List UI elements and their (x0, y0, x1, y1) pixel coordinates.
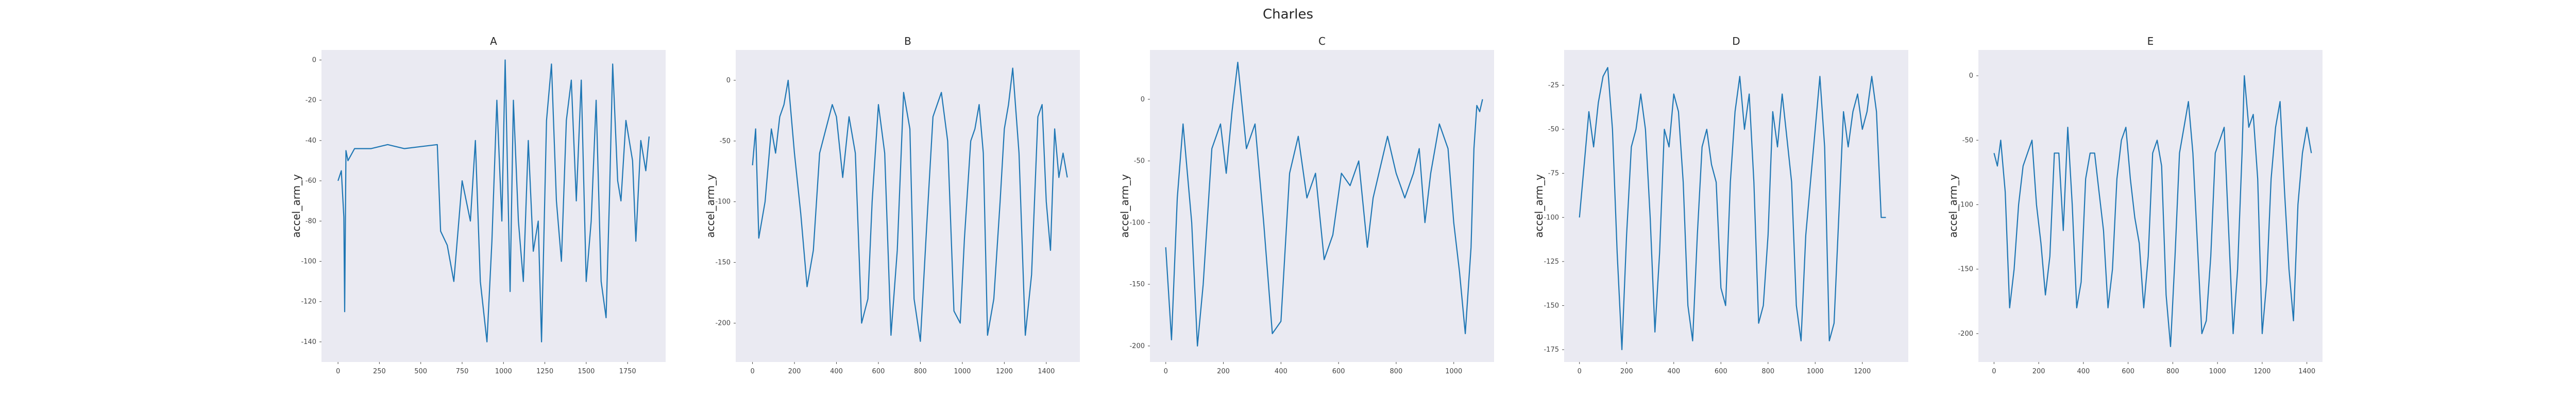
x-tick-label: 600 (872, 368, 885, 375)
x-tick-label: 200 (1620, 368, 1633, 375)
y-tick-label: -150 (715, 259, 731, 267)
y-tick-label: -175 (1544, 346, 1559, 354)
x-tick-label: 1400 (1038, 368, 1055, 375)
axes-background (736, 50, 1080, 362)
y-tick-label: -200 (715, 320, 731, 327)
x-tick-label: 1000 (1445, 368, 1462, 375)
series-line (1165, 61, 1483, 347)
y-tick-label: -50 (720, 137, 731, 145)
y-tick-label: -50 (1962, 136, 1973, 144)
series-line (752, 67, 1068, 342)
x-tick-label: 800 (1390, 368, 1403, 375)
x-tick-label: 0 (1992, 368, 1996, 375)
x-tick-label: 1000 (1807, 368, 1824, 375)
x-tick-label: 0 (1578, 368, 1582, 375)
y-tick-label: -60 (306, 177, 316, 185)
y-tick-label: -100 (1958, 201, 1973, 209)
x-tick-label: 0 (750, 368, 754, 375)
x-tick-label: 400 (1667, 368, 1680, 375)
x-tick-label: 400 (2077, 368, 2090, 375)
y-axis-label: accel_arm_y (704, 174, 717, 238)
x-tick-label: 500 (414, 368, 427, 375)
x-tick-label: 1200 (996, 368, 1013, 375)
y-tick-label: -100 (1544, 214, 1559, 221)
x-tick-label: 0 (1164, 368, 1168, 375)
subplot-title: C (1318, 35, 1326, 47)
x-tick-label: 800 (1761, 368, 1774, 375)
x-tick-label: 1000 (2209, 368, 2226, 375)
x-tick-label: 1200 (1854, 368, 1871, 375)
y-tick-label: -120 (301, 298, 316, 306)
x-tick-label: 600 (2122, 368, 2134, 375)
y-axis-label: accel_arm_y (1118, 174, 1131, 238)
subplot-title: B (904, 35, 911, 47)
y-tick-label: -80 (306, 217, 316, 225)
subplot-title: E (2147, 35, 2154, 47)
x-tick-label: 1250 (536, 368, 553, 375)
x-tick-label: 1000 (954, 368, 971, 375)
y-tick-label: -150 (1958, 266, 1973, 273)
subplot-title: A (490, 35, 497, 47)
x-tick-label: 750 (456, 368, 469, 375)
axes-background (1150, 50, 1494, 362)
y-tick-label: 0 (1141, 96, 1145, 104)
y-axis-label: accel_arm_y (1947, 174, 1959, 238)
x-tick-label: 250 (373, 368, 386, 375)
y-tick-label: -25 (1548, 81, 1559, 89)
x-tick-label: 800 (2166, 368, 2179, 375)
y-tick-label: -100 (715, 198, 731, 206)
y-tick-label: -50 (1134, 158, 1145, 165)
series-line (1993, 75, 2312, 348)
y-tick-label: -200 (1129, 342, 1145, 350)
y-axis-label: accel_arm_y (290, 174, 302, 238)
x-tick-label: 1000 (495, 368, 512, 375)
x-tick-label: 200 (1217, 368, 1230, 375)
y-tick-label: -150 (1129, 281, 1145, 288)
x-tick-label: 600 (1715, 368, 1727, 375)
y-tick-label: -20 (306, 97, 316, 105)
x-tick-label: 200 (788, 368, 801, 375)
series-line (337, 59, 650, 342)
y-axis-label: accel_arm_y (1533, 174, 1545, 238)
y-tick-label: 0 (312, 57, 316, 64)
y-tick-label: -140 (301, 338, 316, 346)
y-tick-label: -150 (1544, 302, 1559, 309)
series-line (1579, 67, 1886, 351)
x-tick-label: 400 (1275, 368, 1287, 375)
y-tick-label: -100 (1129, 219, 1145, 227)
x-tick-label: 1500 (578, 368, 595, 375)
figure-suptitle: Charles (1263, 7, 1313, 22)
y-tick-label: -200 (1958, 330, 1973, 338)
x-tick-label: 600 (1332, 368, 1345, 375)
x-tick-label: 1200 (2253, 368, 2270, 375)
x-tick-label: 200 (2032, 368, 2045, 375)
x-tick-label: 1750 (619, 368, 636, 375)
y-tick-label: 0 (726, 77, 731, 84)
x-tick-label: 1400 (2298, 368, 2315, 375)
subplot-title: D (1732, 35, 1740, 47)
y-tick-label: -125 (1544, 258, 1559, 266)
y-tick-label: -40 (306, 137, 316, 145)
x-tick-label: 400 (830, 368, 843, 375)
x-tick-label: 800 (914, 368, 927, 375)
y-tick-label: 0 (1969, 72, 1973, 80)
y-tick-label: -75 (1548, 170, 1559, 178)
y-tick-label: -100 (301, 258, 316, 266)
y-tick-label: -50 (1548, 126, 1559, 133)
x-tick-label: 0 (336, 368, 340, 375)
